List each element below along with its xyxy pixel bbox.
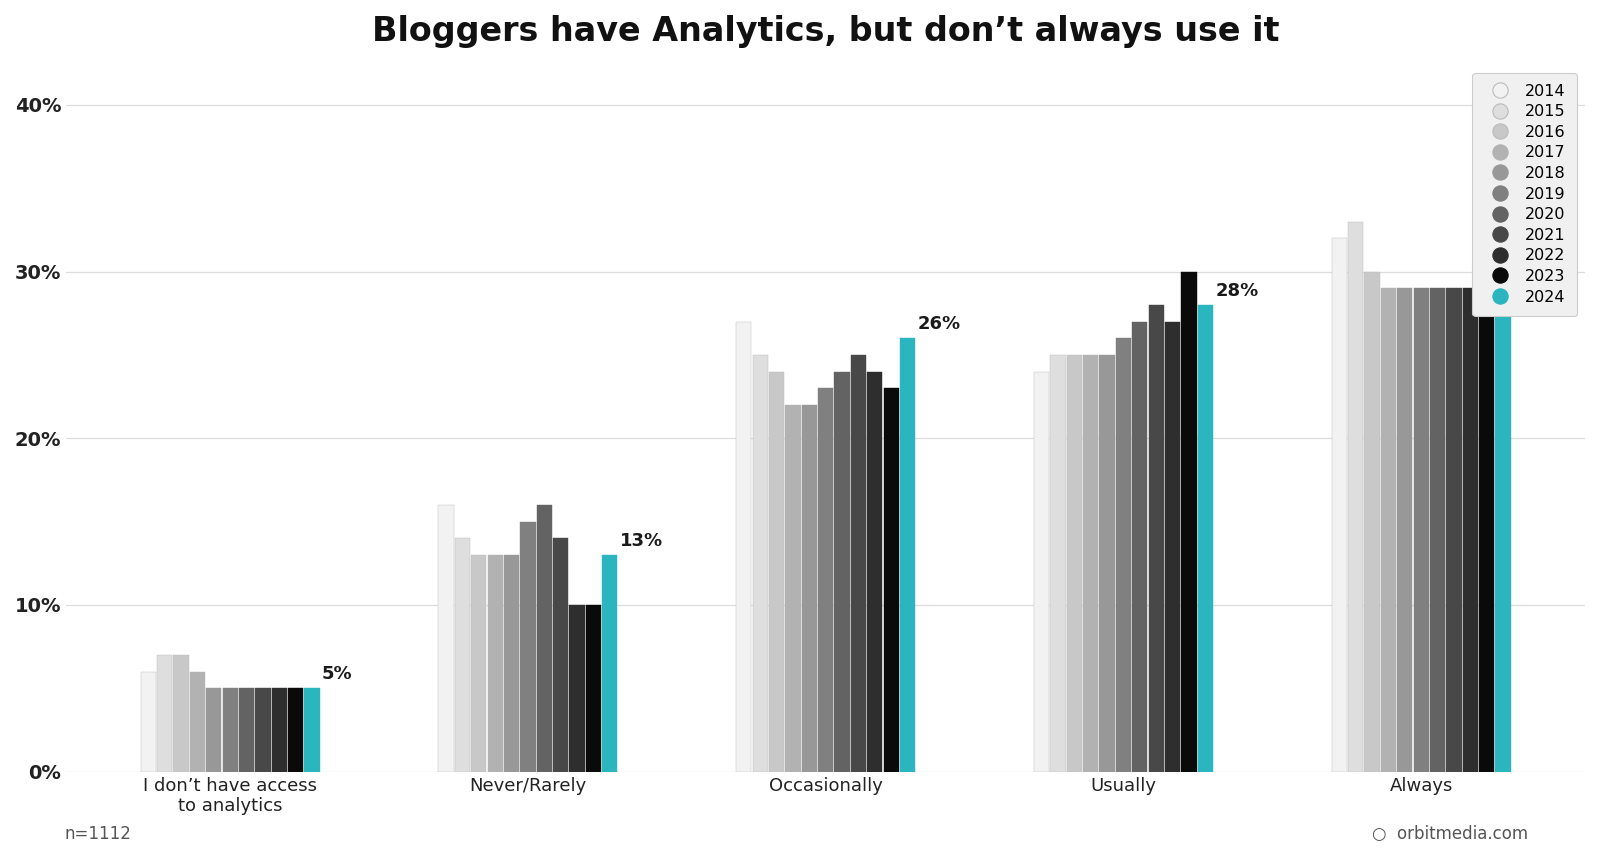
Text: 28%: 28% — [1214, 282, 1259, 300]
Bar — [851, 355, 866, 771]
Bar — [770, 372, 784, 771]
Text: n=1112: n=1112 — [64, 825, 131, 843]
Bar — [238, 688, 254, 771]
Bar — [835, 372, 850, 771]
Bar — [899, 338, 915, 771]
Bar — [1381, 288, 1397, 771]
Text: 13%: 13% — [619, 532, 662, 550]
Bar — [438, 505, 454, 771]
Bar — [867, 372, 883, 771]
Bar — [818, 389, 834, 771]
Bar — [1165, 322, 1181, 771]
Bar — [141, 672, 155, 771]
Bar — [1365, 271, 1379, 771]
Bar — [1414, 288, 1429, 771]
Bar — [157, 655, 173, 771]
Bar — [272, 688, 286, 771]
Bar — [256, 688, 270, 771]
Bar — [488, 555, 502, 771]
Bar — [1397, 288, 1413, 771]
Bar — [470, 555, 486, 771]
Bar — [454, 538, 470, 771]
Bar — [1446, 288, 1461, 771]
Bar — [554, 538, 568, 771]
Bar — [504, 555, 518, 771]
Bar — [536, 505, 552, 771]
Bar — [1349, 222, 1363, 771]
Bar — [206, 688, 221, 771]
Bar — [1050, 355, 1066, 771]
Bar — [570, 605, 584, 771]
Bar — [752, 355, 768, 771]
Bar — [1099, 355, 1115, 771]
Bar — [802, 405, 818, 771]
Bar — [1133, 322, 1147, 771]
Bar — [586, 605, 602, 771]
Bar — [1331, 238, 1347, 771]
Bar — [736, 322, 752, 771]
Legend: 2014, 2015, 2016, 2017, 2018, 2019, 2020, 2021, 2022, 2023, 2024: 2014, 2015, 2016, 2017, 2018, 2019, 2020… — [1472, 73, 1578, 316]
Bar — [1067, 355, 1082, 771]
Bar — [1115, 338, 1131, 771]
Bar — [222, 688, 238, 771]
Bar — [304, 688, 320, 771]
Bar — [1430, 288, 1445, 771]
Bar — [1462, 288, 1478, 771]
Bar — [520, 521, 536, 771]
Bar — [190, 672, 205, 771]
Bar — [786, 405, 800, 771]
Bar — [602, 555, 618, 771]
Bar — [1181, 271, 1197, 771]
Bar — [1478, 255, 1494, 771]
Bar — [288, 688, 304, 771]
Text: 29%: 29% — [1514, 265, 1557, 283]
Text: ○  orbitmedia.com: ○ orbitmedia.com — [1371, 825, 1528, 843]
Bar — [1496, 288, 1510, 771]
Text: 5%: 5% — [322, 665, 352, 683]
Text: 26%: 26% — [917, 315, 960, 333]
Bar — [883, 389, 899, 771]
Bar — [1149, 305, 1163, 771]
Bar — [1198, 305, 1213, 771]
Bar — [1083, 355, 1098, 771]
Bar — [173, 655, 189, 771]
Title: Bloggers have Analytics, but don’t always use it: Bloggers have Analytics, but don’t alway… — [371, 15, 1280, 48]
Bar — [1034, 372, 1050, 771]
